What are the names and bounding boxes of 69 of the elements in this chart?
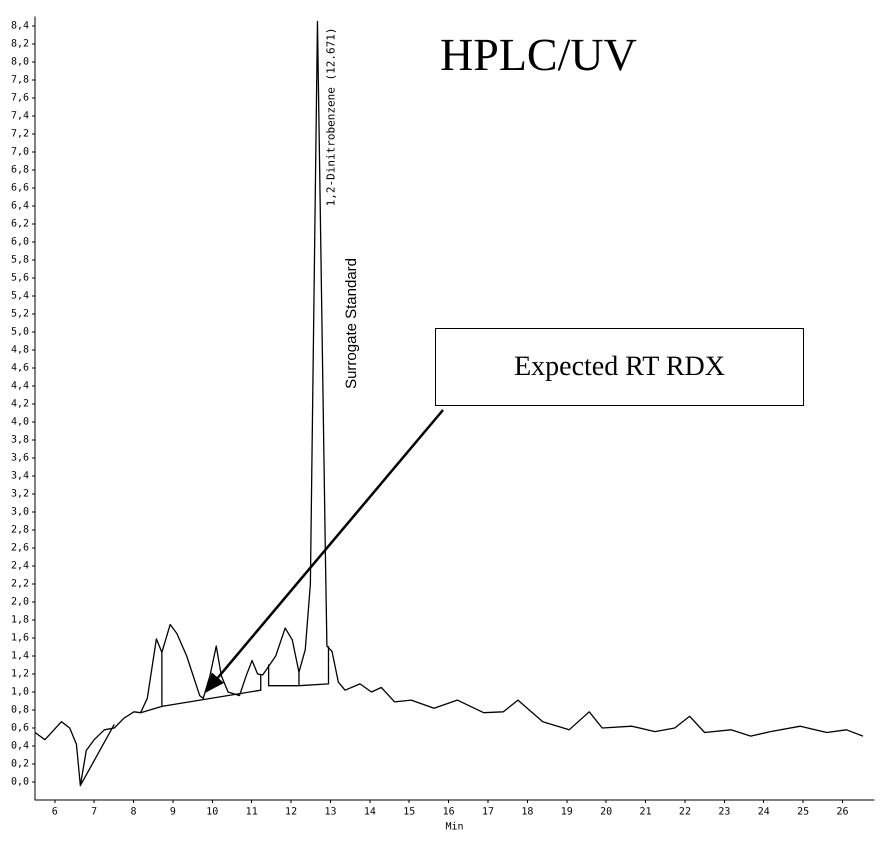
y-tick-label: 1,2 [11,668,30,680]
y-tick-label: 8,4 [11,20,30,32]
y-tick-label: 5,4 [11,290,30,302]
x-tick-label: 17 [482,806,494,818]
y-tick-label: 4,4 [11,380,30,392]
y-tick-label: 5,0 [11,326,30,338]
y-tick-label: 2,6 [11,542,30,554]
y-tick-label: 2,2 [11,578,30,590]
y-tick-label: 0,4 [11,740,30,752]
y-tick-label: 0,6 [11,722,30,734]
x-tick-label: 25 [797,806,810,818]
x-tick-label: 12 [285,806,298,818]
y-tick-label: 2,8 [11,524,30,536]
x-tick-label: 14 [364,806,376,818]
y-tick-label: 2,4 [11,560,30,572]
chart-title: HPLC/UV [440,29,637,80]
y-tick-label: 0,8 [11,704,30,716]
y-tick-label: 3,8 [11,434,30,446]
y-tick-label: 4,8 [11,344,30,356]
y-tick-label: 6,6 [11,182,30,194]
y-tick-label: 2,0 [11,596,30,608]
x-tick-label: 21 [640,806,652,818]
annotation: 1,2-Dinitrobenzene (12.671) [324,28,338,206]
x-tick-label: 19 [560,806,573,818]
y-tick-label: 4,0 [11,416,30,428]
x-tick-label: 16 [442,806,455,818]
y-tick-label: 0,2 [11,758,30,770]
x-tick-label: 22 [678,806,691,818]
y-tick-label: 3,0 [11,506,30,518]
x-tick-label: 23 [718,806,730,818]
y-tick-label: 7,0 [11,146,30,158]
y-tick-label: 0,0 [11,776,30,788]
x-tick-label: 8 [130,806,137,818]
x-tick-label: 11 [246,806,258,818]
x-tick-label: 20 [600,806,612,818]
x-tick-label: 15 [403,806,416,818]
y-tick-label: 7,2 [11,128,30,140]
y-tick-label: 1,4 [11,650,30,662]
y-tick-label: 5,8 [11,254,30,266]
y-tick-label: 7,8 [11,74,30,86]
y-tick-label: 1,0 [11,686,30,698]
annotation: Expected RT RDX [514,351,725,383]
y-tick-label: 3,4 [11,470,30,482]
x-tick-label: 13 [324,806,336,818]
y-tick-label: 5,6 [11,272,30,284]
y-tick-label: 5,2 [11,308,30,320]
y-tick-label: 6,0 [11,236,30,248]
y-tick-label: 7,6 [11,92,30,104]
x-tick-label: 26 [836,806,849,818]
y-tick-label: 3,6 [11,452,30,464]
y-tick-label: 6,2 [11,218,30,230]
y-tick-label: 1,8 [11,614,30,626]
x-tick-label: 18 [521,806,534,818]
x-tick-label: 9 [170,806,176,818]
x-tick-label: 6 [52,806,58,818]
y-tick-label: 6,8 [11,164,30,176]
x-tick-label: 24 [758,806,770,818]
y-tick-label: 7,4 [11,110,30,122]
annotation: Surrogate Standard [343,258,360,389]
y-tick-label: 6,4 [11,200,30,212]
x-tick-label: 10 [206,806,218,818]
y-tick-label: 3,2 [11,488,30,500]
y-tick-label: 8,2 [11,38,30,50]
y-tick-label: 1,6 [11,632,30,644]
y-tick-label: 4,6 [11,362,30,374]
x-tick-label: 7 [91,806,98,818]
y-tick-label: 4,2 [11,398,30,410]
x-axis-title: Min [446,822,464,833]
y-tick-label: 8,0 [11,56,30,68]
